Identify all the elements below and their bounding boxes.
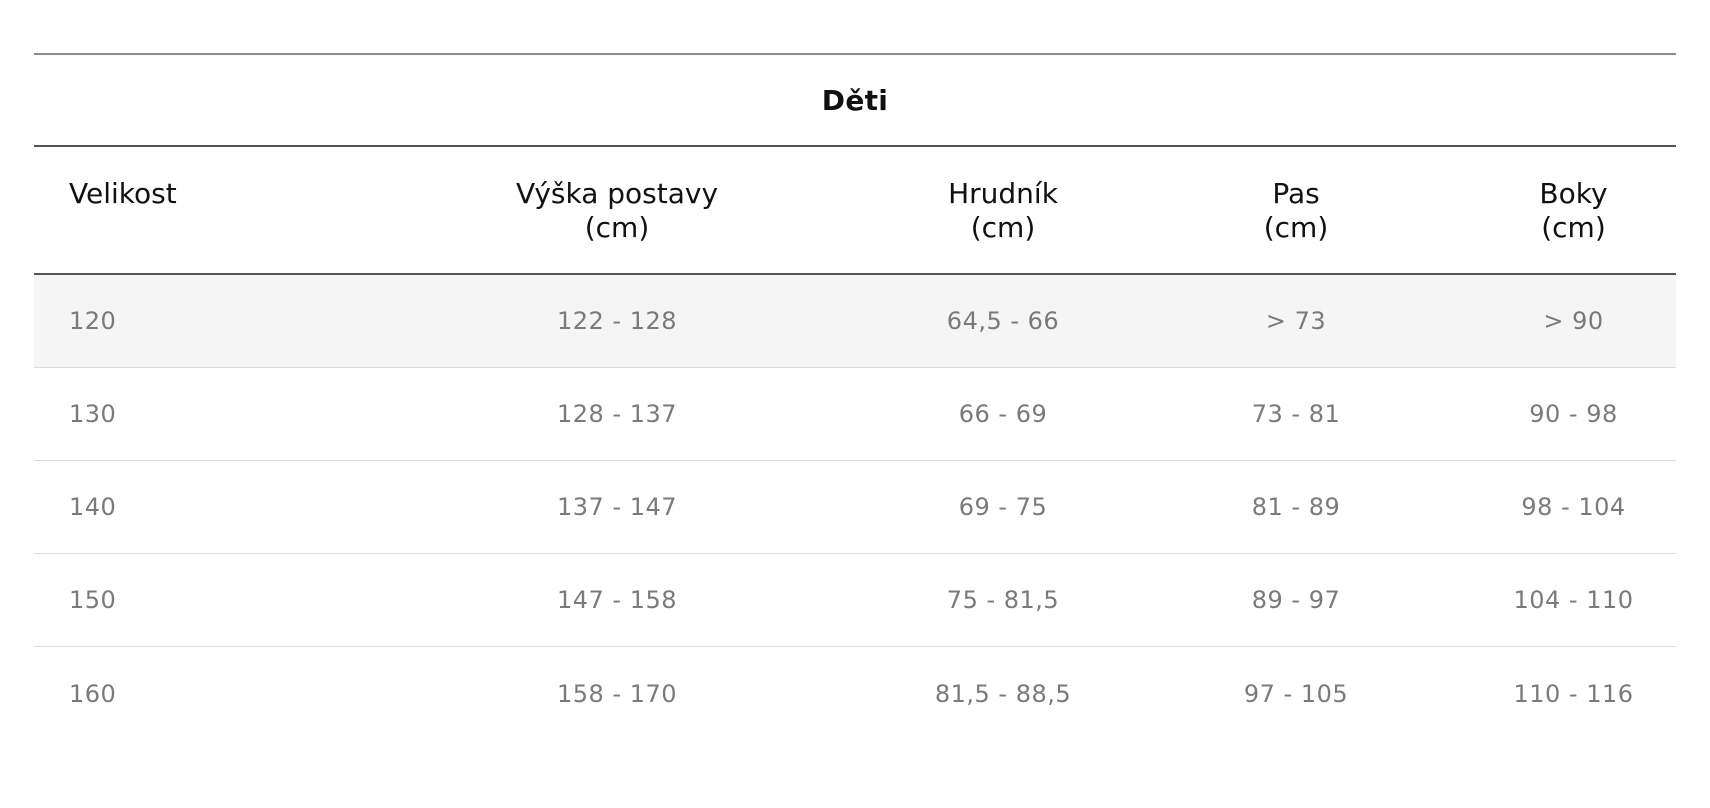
cell-size: 130 xyxy=(69,400,117,428)
cell-hips: 90 - 98 xyxy=(1529,400,1618,428)
table-header-row: Velikost Výška postavy (cm) Hrudník (cm)… xyxy=(34,147,1676,275)
cell-hips: > 90 xyxy=(1543,307,1604,335)
table-row: 140 137 - 147 69 - 75 81 - 89 98 - 104 xyxy=(34,461,1676,554)
column-header-label: Boky xyxy=(1539,177,1608,210)
column-header-label: Velikost xyxy=(69,177,177,210)
column-header-label: Pas xyxy=(1272,177,1320,210)
column-header-height: Výška postavy (cm) xyxy=(349,147,885,273)
cell-height: 137 - 147 xyxy=(556,493,678,521)
cell-waist: 89 - 97 xyxy=(1251,586,1341,614)
cell-waist: 97 - 105 xyxy=(1243,679,1349,708)
cell-waist: 73 - 81 xyxy=(1251,400,1341,428)
cell-chest: 69 - 75 xyxy=(958,493,1048,521)
column-header-waist: Pas (cm) xyxy=(1121,147,1471,273)
table-title-row: Děti xyxy=(34,53,1676,147)
cell-chest: 64,5 - 66 xyxy=(946,307,1060,335)
cell-size: 140 xyxy=(69,493,117,521)
cell-waist: > 73 xyxy=(1265,307,1327,335)
cell-chest: 75 - 81,5 xyxy=(946,586,1060,614)
column-header-label: Výška postavy xyxy=(515,177,719,210)
column-header-size: Velikost xyxy=(34,147,349,273)
cell-chest: 81,5 - 88,5 xyxy=(934,679,1072,708)
cell-waist: 81 - 89 xyxy=(1251,493,1341,521)
column-header-chest: Hrudník (cm) xyxy=(885,147,1121,273)
cell-size: 160 xyxy=(69,679,117,708)
column-header-unit: (cm) xyxy=(1541,211,1606,244)
table-row: 150 147 - 158 75 - 81,5 89 - 97 104 - 11… xyxy=(34,554,1676,647)
cell-hips: 98 - 104 xyxy=(1521,493,1626,521)
table-title: Děti xyxy=(821,83,889,117)
column-header-hips: Boky (cm) xyxy=(1471,147,1676,273)
table-row: 160 158 - 170 81,5 - 88,5 97 - 105 110 -… xyxy=(34,647,1676,740)
table-row: 130 128 - 137 66 - 69 73 - 81 90 - 98 xyxy=(34,368,1676,461)
column-header-label: Hrudník xyxy=(948,177,1058,210)
column-header-unit: (cm) xyxy=(970,211,1036,244)
cell-height: 147 - 158 xyxy=(556,586,678,614)
cell-hips: 110 - 116 xyxy=(1513,679,1634,708)
cell-chest: 66 - 69 xyxy=(958,400,1048,428)
cell-size: 120 xyxy=(69,307,117,335)
cell-height: 122 - 128 xyxy=(556,307,678,335)
cell-hips: 104 - 110 xyxy=(1513,586,1634,614)
column-header-unit: (cm) xyxy=(1263,211,1329,244)
cell-size: 150 xyxy=(69,586,117,614)
column-header-unit: (cm) xyxy=(584,211,650,244)
table-row: 120 122 - 128 64,5 - 66 > 73 > 90 xyxy=(34,275,1676,368)
size-chart-table: Děti Velikost Výška postavy (cm) Hrudník… xyxy=(34,53,1676,740)
cell-height: 128 - 137 xyxy=(556,400,678,428)
cell-height: 158 - 170 xyxy=(556,679,678,708)
